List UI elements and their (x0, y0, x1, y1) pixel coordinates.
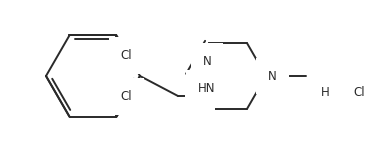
Text: Cl: Cl (120, 90, 132, 103)
Text: N: N (268, 69, 277, 82)
Text: HN: HN (198, 82, 216, 95)
Text: Cl: Cl (353, 86, 365, 100)
Text: H: H (321, 86, 329, 100)
Text: N: N (203, 55, 211, 68)
Text: Cl: Cl (120, 49, 132, 62)
Text: S: S (196, 89, 204, 102)
